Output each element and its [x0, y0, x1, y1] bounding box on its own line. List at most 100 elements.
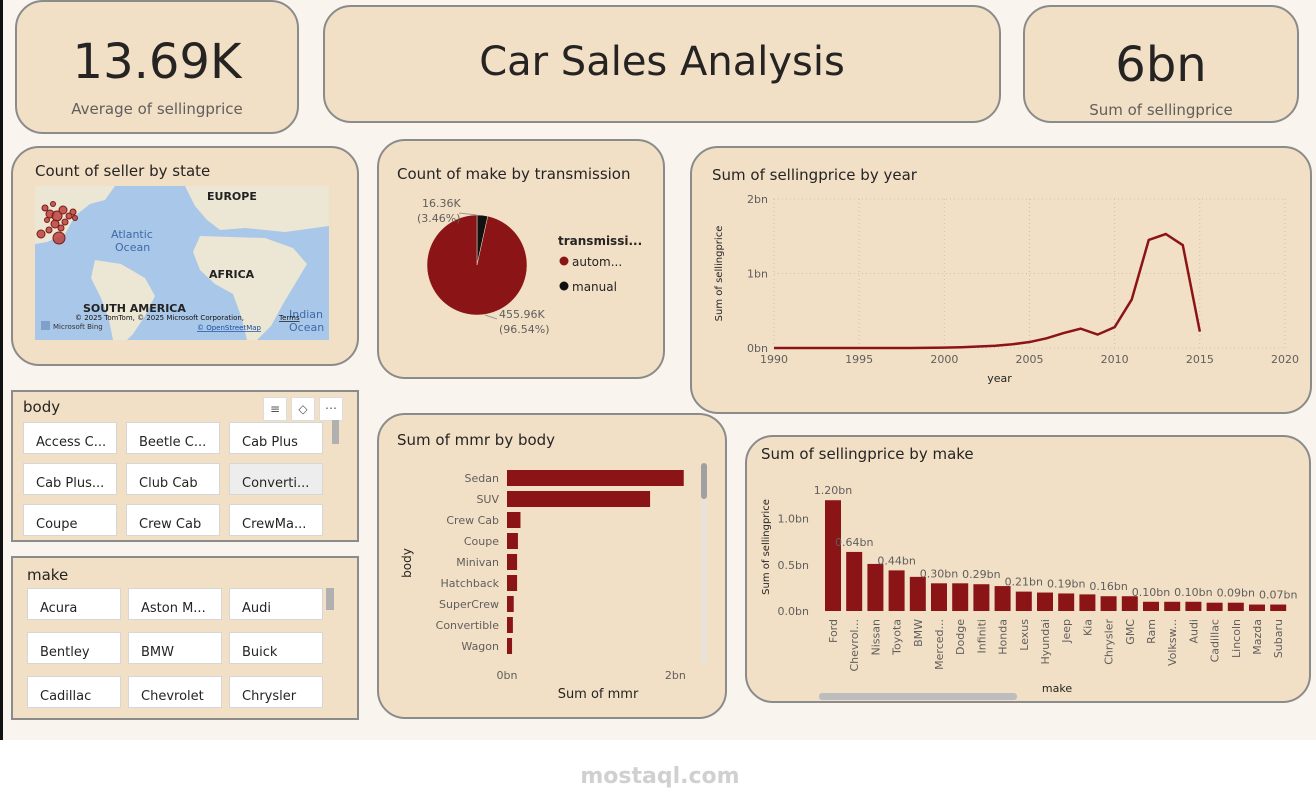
body-slicer-item[interactable]: Converti... — [229, 463, 323, 495]
map-card[interactable]: Count of seller by state E — [11, 146, 359, 366]
line-card[interactable]: Sum of sellingprice by year 0bn 1bn 2bn 199… — [690, 146, 1312, 414]
bar — [1058, 593, 1075, 611]
y-tick-label: Hatchback — [441, 577, 500, 590]
map-label-africa: AFRICA — [209, 268, 255, 281]
map-terms: Terms — [278, 314, 300, 322]
pie-card[interactable]: Count of make by transmission 16.36K (3.4… — [377, 139, 665, 379]
pie-slice — [426, 214, 528, 316]
y-tick-label: Sedan — [465, 472, 499, 485]
make-bar-card[interactable]: Sum of sellingprice by make 0.0bn 0.5bn 1.… — [745, 435, 1311, 703]
y-tick-label: Wagon — [461, 640, 499, 653]
map-label-south-america: SOUTH AMERICA — [83, 302, 186, 315]
x-tick-label: Volksw... — [1166, 619, 1179, 666]
kpi-average-value: 13.69K — [72, 34, 242, 90]
make-slicer[interactable]: make Acura Aston M... Audi Bentley BMW Buick C… — [11, 556, 359, 720]
x-tick-label: Lexus — [1018, 619, 1031, 651]
pie-chart[interactable]: 16.36K (3.46%) 455.96K (96.54%) transmissi..… — [379, 141, 667, 381]
bar — [867, 563, 884, 611]
y-tick-label: 0.0bn — [778, 605, 809, 618]
more-options-icon[interactable]: ⋯ — [319, 397, 343, 421]
map-label-indian: Indian — [289, 308, 323, 321]
x-tick-label: Kia — [1081, 619, 1094, 636]
legend-swatch-autom — [559, 256, 569, 266]
body-slicer-scrollbar[interactable] — [332, 420, 339, 444]
map-attribution: © 2025 TomTom, © 2025 Microsoft Corporat… — [75, 314, 244, 322]
scrollbar-track — [701, 463, 707, 663]
body-slicer-item[interactable]: Crew Cab — [126, 504, 220, 536]
make-slicer-scrollbar[interactable] — [326, 588, 334, 610]
bar — [507, 512, 521, 528]
map-area[interactable]: EUROPE Atlantic Ocean AFRICA SOUTH AMERI… — [35, 186, 329, 340]
x-tick-label: Nissan — [869, 619, 882, 655]
body-slicer-item[interactable]: Club Cab — [126, 463, 220, 495]
make-slicer-item[interactable]: Cadillac — [27, 676, 121, 708]
body-slicer-item[interactable]: Cab Plus... — [23, 463, 117, 495]
eraser-icon[interactable]: ◇ — [291, 397, 315, 421]
bar — [1164, 601, 1181, 611]
series-line — [774, 232, 1202, 350]
watermark: mostaql.com — [575, 720, 745, 789]
line-chart[interactable]: 0bn 1bn 2bn 1990 1995 2000 2005 2010 2015 2020 yea… — [692, 148, 1314, 416]
map-label-atlantic: Atlantic — [111, 228, 153, 241]
y-tick-label: 0.5bn — [778, 559, 809, 572]
x-tick-label: Hyundai — [1039, 619, 1052, 665]
make-slicer-item[interactable]: Acura — [27, 588, 121, 620]
make-slicer-item[interactable]: Aston M... — [128, 588, 222, 620]
make-slicer-title: make — [27, 566, 69, 584]
make-slicer-item[interactable]: Audi — [229, 588, 323, 620]
bar — [1270, 604, 1287, 611]
kpi-sum-value: 6bn — [1115, 37, 1207, 93]
make-slicer-item[interactable]: Bentley — [27, 632, 121, 664]
bar — [931, 583, 947, 611]
x-tick-label: 1990 — [760, 353, 788, 366]
body-slicer[interactable]: body ≡ ◇ ⋯ Access C... Beetle C... Cab Plu… — [11, 390, 359, 542]
pie-label-value: 455.96K — [499, 308, 545, 321]
bar — [1227, 602, 1244, 611]
data-label: 0.21bn — [1005, 576, 1043, 589]
make-slicer-item[interactable]: Buick — [229, 632, 323, 664]
body-slicer-title: body — [23, 398, 61, 416]
make-bar-chart[interactable]: 0.0bn 0.5bn 1.0bn 1.20bn Ford 0.64bn Chevrol..… — [747, 437, 1313, 705]
page-title: Car Sales Analysis — [479, 39, 845, 85]
make-slicer-item[interactable]: BMW — [128, 632, 222, 664]
x-tick-label: Audi — [1187, 619, 1200, 644]
y-tick-label: SUV — [476, 493, 499, 506]
x-tick-label: 2010 — [1101, 353, 1129, 366]
scrollbar-thumb — [701, 463, 707, 499]
x-tick-label: 2bn — [665, 669, 686, 682]
map-bing: Microsoft Bing — [53, 323, 103, 331]
mmr-bar-card[interactable]: Sum of mmr by body Sedan SUV Crew Cab Coupe… — [377, 413, 727, 719]
x-tick-label: BMW — [912, 619, 925, 647]
mmr-title: Sum of mmr by body — [397, 431, 556, 449]
pie-leader-line — [484, 314, 498, 320]
title-card: Car Sales Analysis — [323, 5, 1001, 123]
y-tick-label: Convertible — [436, 619, 500, 632]
x-tick-label: 1995 — [845, 353, 873, 366]
x-axis-label: year — [987, 372, 1012, 385]
body-slicer-item[interactable]: Cab Plus — [229, 422, 323, 454]
filter-icon[interactable]: ≡ — [263, 397, 287, 421]
x-tick-label: Ram — [1145, 619, 1158, 644]
mmr-bar-chart[interactable]: Sedan SUV Crew Cab Coupe Minivan Hatchback Sup… — [379, 415, 729, 721]
body-slicer-item[interactable]: Coupe — [23, 504, 117, 536]
data-label: 0.09bn — [1217, 587, 1255, 600]
bar — [1100, 596, 1117, 611]
bar — [952, 583, 969, 611]
kpi-average-card[interactable]: 13.69K Average of sellingprice — [15, 0, 299, 134]
map-osm: © OpenStreetMap — [197, 324, 262, 332]
body-slicer-item[interactable]: CrewMa... — [229, 504, 323, 536]
kpi-sum-label: Sum of sellingprice — [1089, 101, 1233, 119]
kpi-sum-card[interactable]: 6bn Sum of sellingprice — [1023, 5, 1299, 123]
x-tick-label: Dodge — [954, 619, 967, 655]
bar — [507, 638, 513, 654]
body-slicer-item[interactable]: Beetle C... — [126, 422, 220, 454]
x-tick-label: Chevrol... — [848, 619, 861, 672]
body-slicer-item[interactable]: Access C... — [23, 422, 117, 454]
y-tick-label: Crew Cab — [446, 514, 499, 527]
bar — [1143, 601, 1159, 611]
make-slicer-item[interactable]: Chevrolet — [128, 676, 222, 708]
make-slicer-item[interactable]: Chrysler — [229, 676, 323, 708]
data-label: 0.10bn — [1132, 586, 1170, 599]
y-tick-label: 0bn — [747, 342, 768, 355]
bar — [507, 617, 513, 633]
